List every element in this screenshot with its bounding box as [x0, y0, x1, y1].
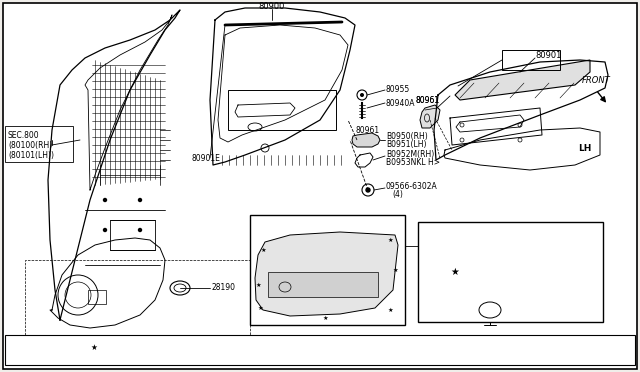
Polygon shape [455, 60, 590, 100]
Bar [268, 272, 378, 297]
Bar [88, 290, 106, 304]
Bar [502, 50, 560, 70]
Circle shape [366, 188, 370, 192]
Text: 09566-6302A: 09566-6302A [386, 182, 438, 190]
Text: (4): (4) [392, 189, 403, 199]
Text: 80901: 80901 [535, 51, 561, 60]
Bar [228, 90, 336, 130]
Text: B0950(RH): B0950(RH) [386, 131, 428, 141]
Text: ★: ★ [387, 308, 393, 312]
Text: 80900(RH): 80900(RH) [420, 234, 461, 243]
Text: 80961: 80961 [416, 96, 440, 105]
Text: ★: ★ [257, 305, 263, 311]
Text: ★: ★ [260, 247, 266, 253]
Text: LH: LH [578, 144, 591, 153]
Text: ARE INCLUDED IN THE PART CODE: ARE INCLUDED IN THE PART CODE [98, 343, 228, 352]
Circle shape [360, 93, 364, 97]
Text: ★: ★ [451, 267, 460, 277]
Text: ★: ★ [322, 315, 328, 321]
Text: FRONT: FRONT [582, 76, 611, 84]
Polygon shape [420, 105, 440, 128]
Text: B0953NKL H>: B0953NKL H> [386, 157, 440, 167]
Circle shape [138, 228, 141, 231]
Text: 80955: 80955 [386, 84, 410, 93]
Circle shape [104, 199, 106, 202]
Text: 80900A: 80900A [448, 280, 480, 289]
Text: B0952M(RH): B0952M(RH) [386, 150, 435, 158]
Text: ★: ★ [392, 267, 398, 273]
Text: ★: ★ [91, 343, 97, 352]
Text: 80900: 80900 [259, 1, 285, 10]
Circle shape [138, 199, 141, 202]
Text: 80961: 80961 [355, 125, 379, 135]
Bar [418, 222, 603, 322]
Text: 80940A: 80940A [386, 99, 415, 108]
Text: (80100(RH): (80100(RH) [8, 141, 52, 150]
Text: (80101(LH)): (80101(LH)) [8, 151, 54, 160]
Circle shape [104, 228, 106, 231]
Text: PARTS MARKED: PARTS MARKED [12, 343, 71, 352]
Text: 80901(LH): 80901(LH) [420, 244, 460, 253]
Bar [5, 335, 635, 365]
Text: B0951(LH): B0951(LH) [386, 140, 426, 148]
Text: SEC.800: SEC.800 [8, 131, 40, 140]
Polygon shape [255, 232, 398, 316]
Polygon shape [352, 133, 380, 147]
Text: ★: ★ [387, 237, 393, 243]
Bar [5, 126, 73, 162]
Text: X8090007: X8090007 [560, 356, 599, 365]
Text: 28190: 28190 [212, 283, 236, 292]
Bar [250, 215, 405, 325]
Text: ★: ★ [255, 282, 261, 288]
Text: 80901E: 80901E [192, 154, 221, 163]
Text: 80900(RH): 80900(RH) [380, 337, 421, 346]
Text: 8090L(LH): 8090L(LH) [380, 347, 420, 356]
Text: 80961: 80961 [415, 96, 439, 105]
